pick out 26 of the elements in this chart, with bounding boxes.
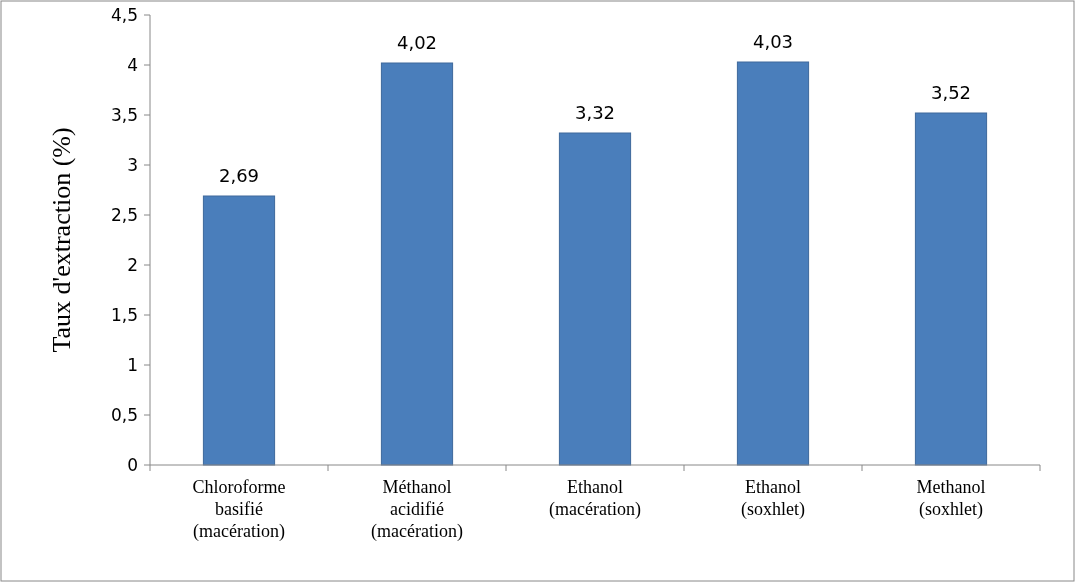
data-label: 4,02 — [396, 32, 438, 53]
x-tick-label: Chloroforme basifié (macération) — [192, 477, 286, 542]
bar — [736, 61, 810, 466]
data-label: 2,69 — [218, 165, 260, 186]
y-tick-label: 1,5 — [110, 304, 138, 325]
y-tick-label: 1 — [127, 354, 138, 375]
data-label: 4,03 — [752, 31, 794, 52]
bar — [380, 62, 454, 466]
x-tick-label: Méthanol acidifié (macération) — [371, 477, 463, 542]
y-tick-label: 2,5 — [110, 204, 138, 225]
bar — [202, 195, 276, 466]
x-tick-label: Ethanol (soxhlet) — [741, 477, 805, 520]
data-label: 3,32 — [574, 102, 616, 123]
y-tick-label: 2 — [127, 254, 138, 275]
y-tick-label: 4 — [127, 54, 138, 75]
y-tick-label: 0 — [127, 454, 138, 475]
y-tick-label: 3,5 — [110, 104, 138, 125]
y-tick-label: 3 — [127, 154, 138, 175]
x-tick-label: Ethanol (macération) — [549, 477, 641, 520]
bar — [914, 112, 988, 466]
y-axis-title: Taux d'extraction (%) — [47, 127, 76, 353]
data-label: 3,52 — [930, 82, 972, 103]
y-tick-label: 0,5 — [110, 404, 138, 425]
y-tick-label: 4,5 — [110, 4, 138, 25]
x-tick-label: Methanol (soxhlet) — [916, 477, 986, 520]
bar — [558, 132, 632, 466]
